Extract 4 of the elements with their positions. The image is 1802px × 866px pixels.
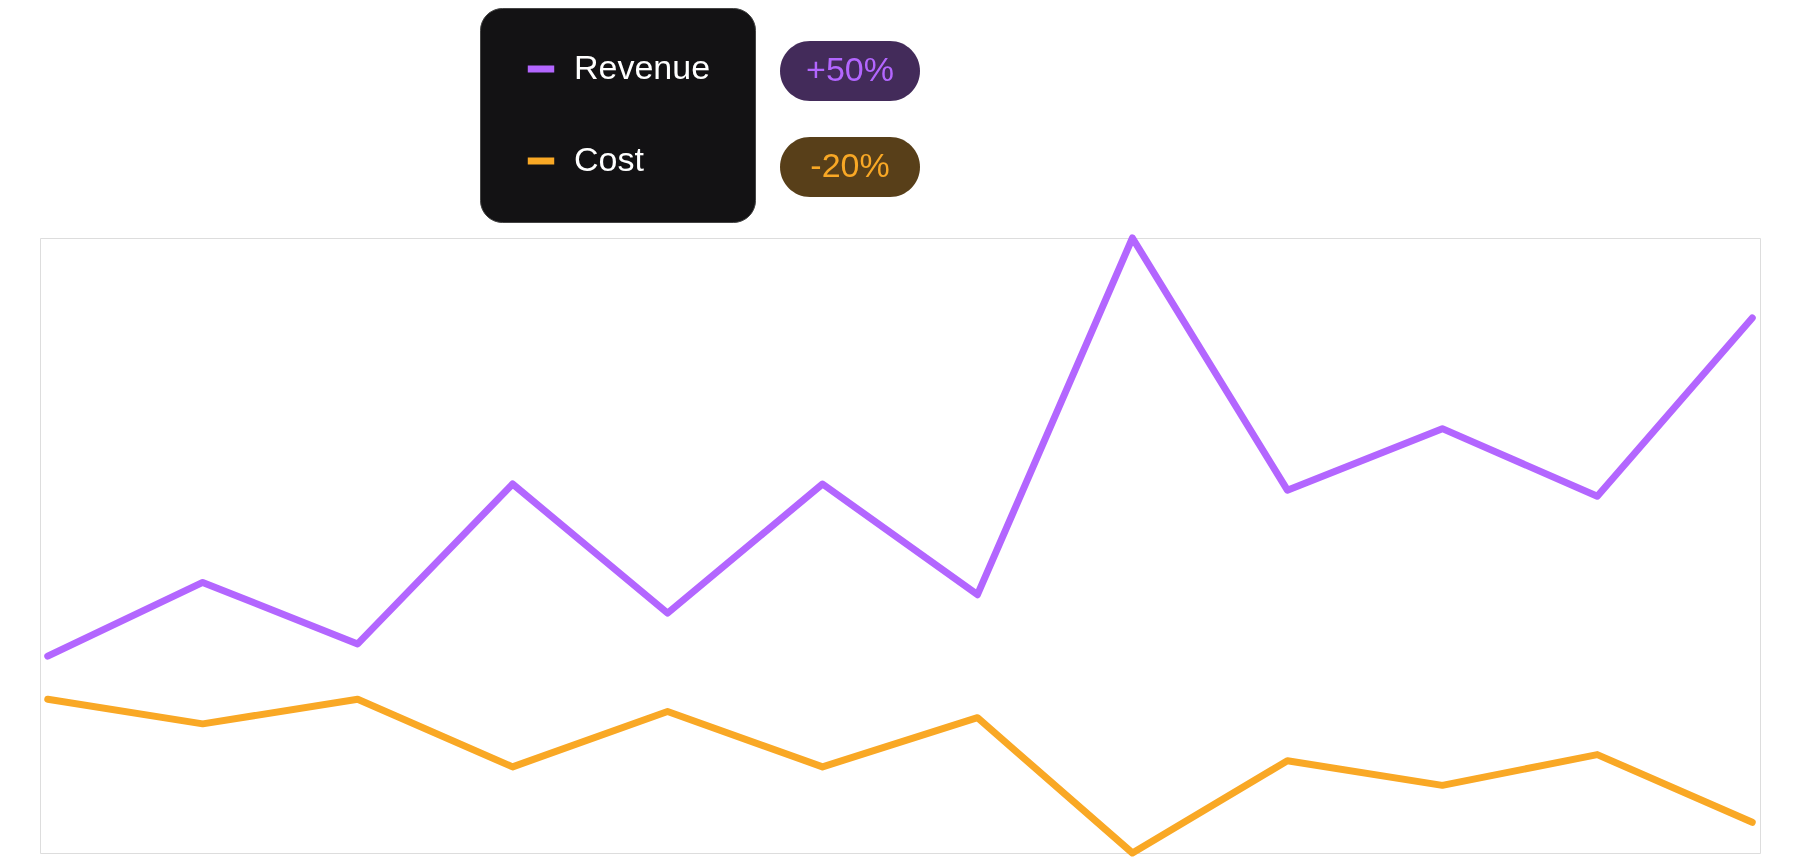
legend-label: Revenue (574, 48, 711, 86)
text: -20% (810, 146, 890, 184)
text: +50% (806, 50, 894, 88)
legend-label: Cost (574, 140, 645, 178)
